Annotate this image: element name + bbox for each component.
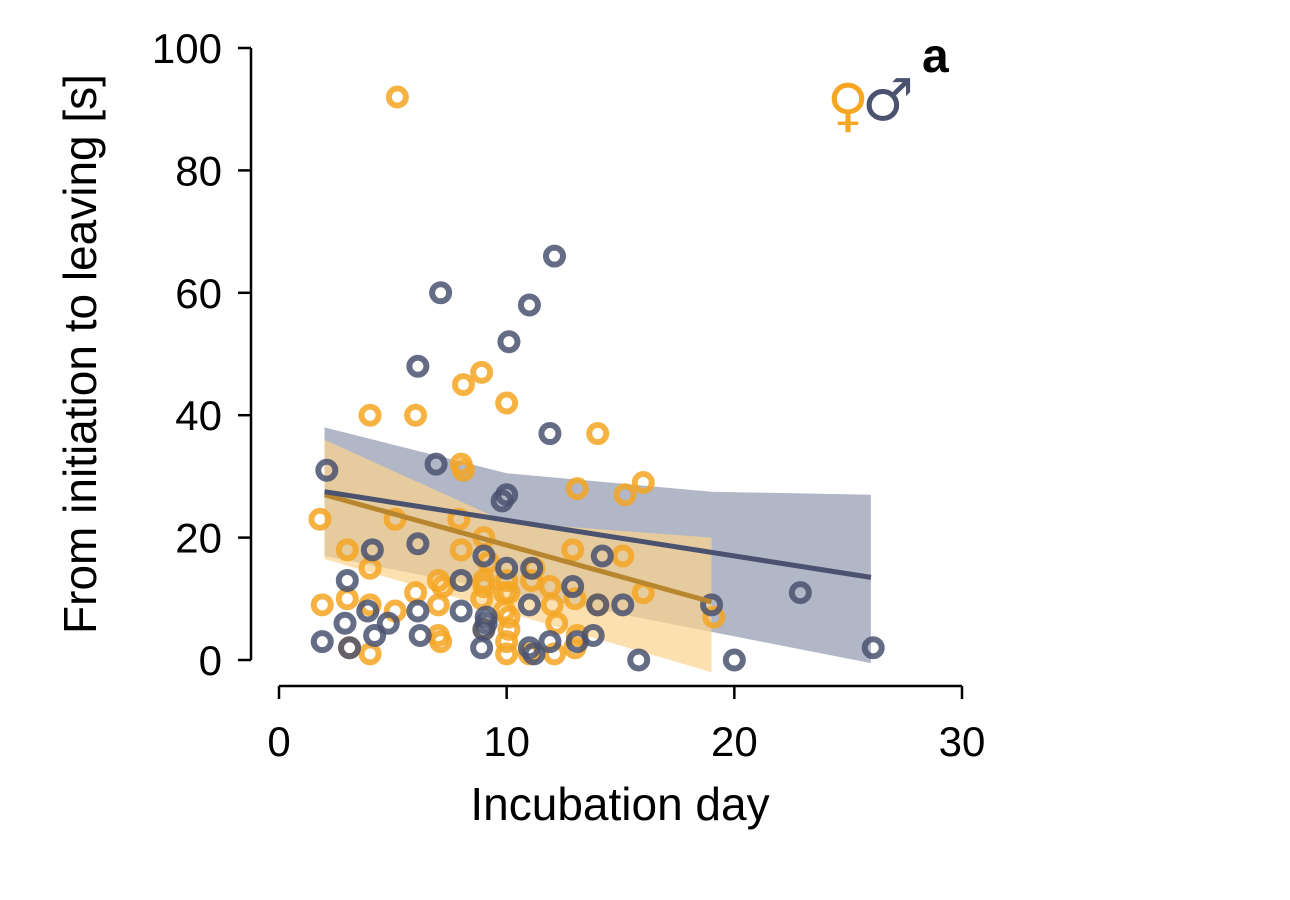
- female-data-point: [472, 575, 496, 599]
- female-data-point: [358, 403, 382, 427]
- male-data-point: [722, 648, 746, 672]
- female-data-point: [497, 617, 521, 641]
- female-confidence-band: [324, 439, 712, 673]
- female-data-point: [545, 611, 569, 635]
- female-symbol-icon: ♀: [827, 71, 869, 139]
- female-data-point: [385, 85, 409, 109]
- confidence-bands: [324, 427, 871, 673]
- male-data-point: [470, 636, 494, 660]
- male-data-point: [429, 281, 453, 305]
- female-data-point: [426, 593, 450, 617]
- female-data-point: [383, 507, 407, 531]
- male-data-point: [406, 599, 430, 623]
- y-tick-label: 80: [175, 147, 222, 194]
- x-tick-label: 0: [267, 718, 290, 765]
- female-data-point: [470, 360, 494, 384]
- female-data-point: [563, 587, 587, 611]
- male-data-point: [449, 568, 473, 592]
- male-data-point: [627, 648, 651, 672]
- female-data-point: [451, 458, 475, 482]
- y-tick-label: 60: [175, 270, 222, 317]
- male-data-point: [565, 630, 589, 654]
- male-data-point: [338, 636, 362, 660]
- male-data-point: [538, 422, 562, 446]
- male-data-point: [449, 599, 473, 623]
- male-data-point: [861, 636, 885, 660]
- male-data-point: [335, 568, 359, 592]
- female-data-point: [497, 605, 521, 629]
- female-data-point: [495, 630, 519, 654]
- male-data-point: [497, 330, 521, 354]
- male-data-point: [517, 593, 541, 617]
- male-data-point: [333, 611, 357, 635]
- male-data-point: [472, 544, 496, 568]
- y-tick-label: 40: [175, 392, 222, 439]
- male-data-point: [490, 489, 514, 513]
- x-axis: 0 10 20 30: [267, 684, 986, 765]
- male-data-point: [376, 611, 400, 635]
- x-axis-title: Incubation day: [470, 778, 769, 830]
- female-data-point: [449, 538, 473, 562]
- male-data-point: [406, 532, 430, 556]
- male-data-point: [408, 624, 432, 648]
- male-data-point: [522, 642, 546, 666]
- male-data-point: [542, 244, 566, 268]
- male-data-point: [590, 544, 614, 568]
- female-data-point: [702, 605, 726, 629]
- female-data-point: [613, 483, 637, 507]
- female-regression-line: [323, 492, 713, 605]
- y-tick-label: 0: [199, 637, 222, 684]
- female-data-point: [335, 538, 359, 562]
- male-data-point: [517, 293, 541, 317]
- female-data-point: [310, 593, 334, 617]
- female-data-point: [565, 477, 589, 501]
- male-data-point: [561, 575, 585, 599]
- female-data-point: [495, 391, 519, 415]
- y-tick-label: 20: [175, 515, 222, 562]
- regression-lines: [323, 489, 872, 605]
- female-data-point: [631, 471, 655, 495]
- male-data-point: [538, 630, 562, 654]
- male-data-point: [406, 354, 430, 378]
- data-points: [308, 85, 885, 672]
- female-data-point: [611, 544, 635, 568]
- female-data-point: [335, 587, 359, 611]
- male-data-point: [363, 624, 387, 648]
- female-data-point: [495, 568, 519, 592]
- male-data-point: [700, 593, 724, 617]
- female-data-point: [561, 538, 585, 562]
- male-symbol-icon: ♂: [862, 66, 914, 134]
- male-data-point: [520, 556, 544, 580]
- x-tick-label: 10: [483, 718, 530, 765]
- x-tick-label: 30: [939, 718, 986, 765]
- female-data-point: [358, 642, 382, 666]
- female-data-point: [495, 642, 519, 666]
- male-data-point: [424, 452, 448, 476]
- male-data-point: [586, 593, 610, 617]
- male-data-point: [315, 458, 339, 482]
- male-data-point: [495, 556, 519, 580]
- female-data-point: [451, 373, 475, 397]
- female-data-point: [586, 422, 610, 446]
- male-data-point: [360, 538, 384, 562]
- male-data-point: [788, 581, 812, 605]
- male-data-point: [310, 630, 334, 654]
- panel-label: a: [922, 30, 949, 83]
- x-tick-label: 20: [711, 718, 758, 765]
- female-data-point: [404, 403, 428, 427]
- male-data-point: [356, 599, 380, 623]
- male-regression-line: [324, 489, 872, 580]
- y-axis-title: From initiation to leaving [s]: [54, 74, 106, 634]
- female-data-point: [308, 507, 332, 531]
- y-axis: 0 20 40 60 80 100: [152, 25, 253, 684]
- female-data-point: [404, 581, 428, 605]
- legend: ♀ ♂: [827, 66, 914, 139]
- male-data-point: [611, 593, 635, 617]
- female-data-point: [429, 630, 453, 654]
- y-tick-label: 100: [152, 25, 222, 72]
